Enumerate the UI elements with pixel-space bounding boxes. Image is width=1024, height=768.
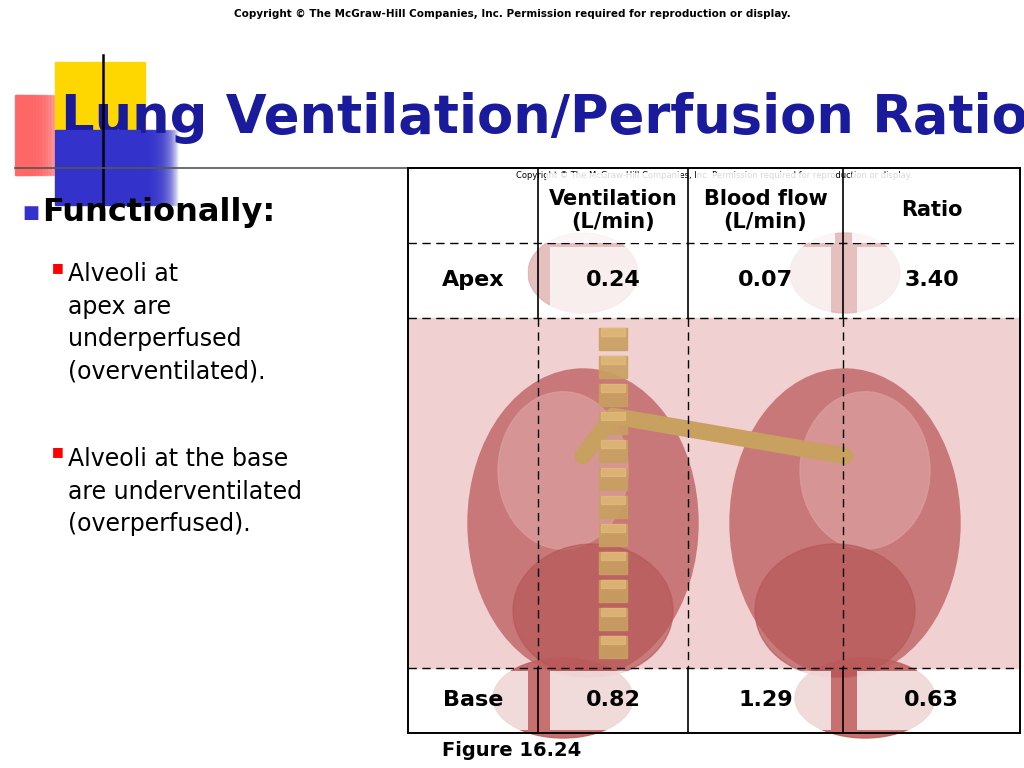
FancyBboxPatch shape — [419, 671, 527, 730]
Ellipse shape — [800, 392, 930, 549]
Ellipse shape — [493, 658, 633, 738]
FancyBboxPatch shape — [700, 671, 830, 730]
Text: Base: Base — [442, 690, 503, 710]
Bar — [601, 552, 625, 560]
Text: 0.63: 0.63 — [904, 690, 958, 710]
Text: Alveoli at the base
are underventilated
(overperfused).: Alveoli at the base are underventilated … — [68, 447, 302, 536]
Bar — [601, 440, 625, 448]
Bar — [601, 468, 625, 476]
Ellipse shape — [468, 369, 698, 677]
Text: ■: ■ — [52, 445, 63, 458]
Bar — [599, 412, 627, 434]
Bar — [601, 384, 625, 392]
Bar — [601, 580, 625, 588]
FancyBboxPatch shape — [857, 247, 1006, 314]
Bar — [599, 328, 627, 350]
Text: 3.40: 3.40 — [904, 270, 958, 290]
Text: Ventilation
(L/min): Ventilation (L/min) — [549, 189, 677, 232]
Text: Ratio: Ratio — [901, 200, 963, 220]
Ellipse shape — [790, 233, 900, 313]
Text: Blood flow
(L/min): Blood flow (L/min) — [703, 189, 827, 232]
Text: Functionally:: Functionally: — [42, 197, 275, 229]
Text: Copyright © The McGraw-Hill Companies, Inc. Permission required for reproduction: Copyright © The McGraw-Hill Companies, I… — [233, 9, 791, 19]
Ellipse shape — [498, 392, 628, 549]
Text: ■: ■ — [52, 261, 63, 274]
Ellipse shape — [513, 544, 673, 677]
Ellipse shape — [795, 658, 935, 738]
Bar — [601, 608, 625, 616]
Text: 0.82: 0.82 — [586, 690, 640, 710]
Text: Alveoli at
apex are
underperfused
(overventilated).: Alveoli at apex are underperfused (overv… — [68, 262, 265, 384]
Bar — [599, 384, 627, 406]
FancyBboxPatch shape — [852, 173, 1011, 243]
Bar — [599, 636, 627, 658]
Bar — [601, 524, 625, 532]
Bar — [599, 440, 627, 462]
FancyBboxPatch shape — [550, 247, 676, 314]
Ellipse shape — [730, 369, 961, 677]
Text: ■: ■ — [22, 204, 39, 222]
Text: Figure 16.24: Figure 16.24 — [442, 740, 582, 760]
Text: 0.24: 0.24 — [586, 270, 640, 290]
FancyBboxPatch shape — [550, 671, 676, 730]
FancyBboxPatch shape — [419, 247, 527, 314]
Bar — [55, 130, 140, 205]
Bar — [599, 580, 627, 602]
Text: 1.29: 1.29 — [738, 690, 793, 710]
Bar — [599, 524, 627, 546]
Bar — [408, 318, 1020, 668]
Text: Lung Ventilation/Perfusion Ratios: Lung Ventilation/Perfusion Ratios — [60, 92, 1024, 144]
FancyBboxPatch shape — [857, 671, 1006, 730]
Bar — [601, 496, 625, 504]
Ellipse shape — [755, 544, 915, 677]
FancyBboxPatch shape — [546, 173, 681, 243]
Bar — [599, 552, 627, 574]
Bar — [601, 328, 625, 336]
FancyBboxPatch shape — [700, 247, 830, 314]
Bar — [601, 636, 625, 644]
FancyBboxPatch shape — [695, 173, 836, 243]
Bar — [601, 412, 625, 420]
Text: Copyright © The McGraw-Hill Companies, Inc. Permission required for reproduction: Copyright © The McGraw-Hill Companies, I… — [516, 171, 912, 180]
Text: Apex: Apex — [441, 270, 504, 290]
Bar — [601, 356, 625, 364]
Bar — [599, 356, 627, 378]
Bar — [599, 608, 627, 630]
Bar — [599, 496, 627, 518]
Bar — [599, 468, 627, 490]
Bar — [55, 62, 145, 142]
Text: 0.07: 0.07 — [738, 270, 793, 290]
Ellipse shape — [528, 233, 638, 313]
Bar — [408, 168, 1020, 733]
